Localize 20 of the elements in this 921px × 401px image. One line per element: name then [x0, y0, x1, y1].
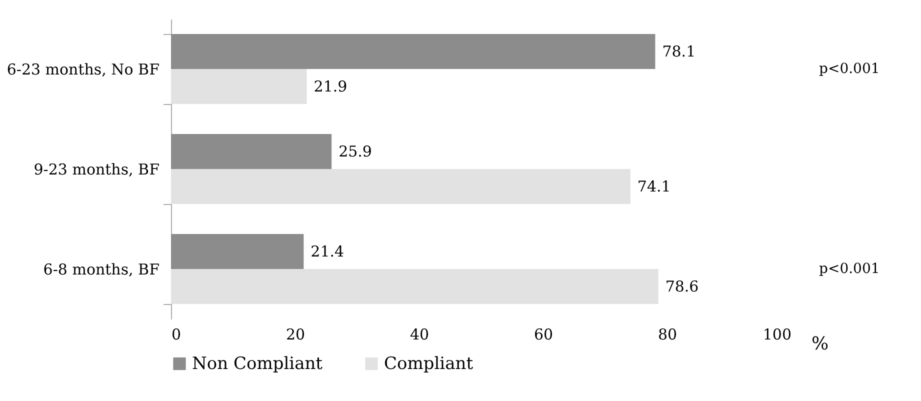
legend-label: Non Compliant — [192, 354, 323, 374]
text: p<0.001 — [819, 61, 880, 77]
y-tick-label: 9-23 months, BF — [34, 160, 160, 178]
data-label: 25.9 — [338, 142, 372, 160]
x-tick-label: 0 — [172, 326, 182, 344]
text: p<0.001 — [819, 261, 880, 277]
x-tick-label: 80 — [658, 326, 678, 344]
legend-label: Compliant — [384, 354, 474, 374]
data-label: 74.1 — [637, 178, 671, 196]
x-tick-label: 60 — [534, 326, 554, 344]
x-tick-label: 20 — [286, 326, 306, 344]
data-label: 21.9 — [314, 78, 348, 96]
data-label: 78.1 — [662, 42, 696, 60]
y-tick-label: 6-23 months, No BF — [6, 60, 160, 78]
x-axis-title: % — [812, 334, 829, 354]
x-tick-label: 100 — [762, 326, 792, 344]
data-label: 21.4 — [310, 242, 344, 260]
data-label: 78.6 — [665, 278, 699, 296]
x-tick-label: 40 — [410, 326, 430, 344]
y-tick-label: 6-8 months, BF — [43, 260, 160, 278]
